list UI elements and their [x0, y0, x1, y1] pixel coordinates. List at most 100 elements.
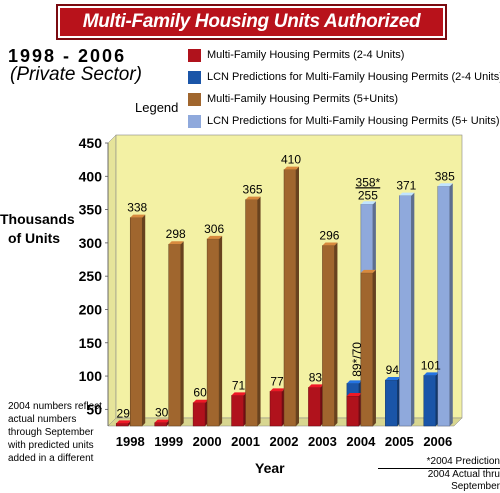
legend-swatch	[188, 48, 201, 62]
legend-item-permits-5plus: Multi-Family Housing Permits (5+Units)	[188, 88, 500, 110]
year-range: 1998 - 2006	[8, 46, 127, 66]
data-label-2-4: 89*/70	[350, 342, 364, 377]
data-label-2-4: 60	[193, 386, 207, 400]
legend-label: LCN Predictions for Multi-Family Housing…	[207, 115, 500, 127]
data-label-2-4: 29	[117, 406, 131, 420]
data-label-2-4: 71	[232, 378, 246, 392]
bar-5plus-actual-side	[296, 166, 299, 426]
x-tick-label: 2001	[231, 434, 260, 449]
bar-2-4-actual-top	[116, 420, 132, 424]
bar-2-4-actual	[346, 395, 360, 427]
bar-5plus-actual	[283, 169, 297, 427]
data-label-2-4: 77	[270, 374, 284, 388]
legend-label: Multi-Family Housing Permits (5+Units)	[207, 93, 399, 105]
bar-2-4-predicted-top	[346, 380, 362, 384]
y-tick-label: 50	[86, 401, 102, 417]
bar-2-4-actual-top	[231, 392, 247, 396]
sector-subtitle: (Private Sector)	[10, 64, 142, 85]
bar-5plus-actual-top	[360, 269, 376, 273]
x-tick-label: 2005	[385, 434, 414, 449]
x-tick-label: 2000	[193, 434, 222, 449]
y-tick-label: 450	[79, 135, 103, 151]
legend-swatch	[188, 92, 201, 106]
bar-5plus-predicted-top	[437, 183, 453, 187]
legend: Multi-Family Housing Permits (2-4 Units)…	[188, 44, 500, 132]
legend-item-permits-2-4: Multi-Family Housing Permits (2-4 Units)	[188, 44, 500, 66]
bar-5plus-actual-top	[322, 242, 338, 246]
bar-2-4-predicted	[423, 375, 437, 427]
legend-swatch	[188, 114, 201, 128]
plot-side-wall	[107, 134, 117, 427]
data-label-5plus: 385	[435, 169, 455, 183]
bar-5plus-actual-top	[168, 241, 184, 245]
data-label-5plus-predicted: 358*	[356, 175, 381, 189]
y-tick-label: 150	[79, 335, 103, 351]
y-tick-label: 200	[79, 301, 103, 317]
bar-5plus-actual	[245, 199, 258, 427]
bar-2-4-actual	[231, 395, 244, 427]
data-label-2-4: 101	[421, 358, 441, 372]
x-tick-label: 1998	[116, 434, 145, 449]
bar-5plus-actual-side	[142, 214, 146, 426]
data-label-5plus: 410	[281, 153, 301, 167]
legend-title: Legend	[135, 100, 179, 115]
bar-5plus-predicted-side	[449, 183, 453, 426]
data-label-5plus: 365	[243, 183, 263, 197]
x-tick-label: 2003	[308, 434, 337, 449]
bar-5plus-predicted-top	[360, 201, 376, 205]
data-label-5plus: 296	[319, 229, 339, 243]
x-axis-label: Year	[255, 460, 285, 476]
bar-2-4-actual-top	[346, 393, 362, 397]
y-tick-label: 100	[79, 368, 103, 384]
data-label-2-4: 83	[309, 370, 323, 384]
bar-2-4-actual	[269, 391, 283, 427]
legend-item-predictions-2-4: LCN Predictions for Multi-Family Housing…	[188, 66, 500, 88]
bar-2-4-actual	[308, 387, 321, 427]
bar-5plus-actual-side	[180, 241, 184, 426]
bar-2-4-predicted-top	[423, 372, 439, 376]
x-tick-label: 2002	[270, 434, 299, 449]
footnote-line-1: *2004 Prediction	[426, 456, 500, 467]
x-tick-label: 1999	[154, 434, 183, 449]
bar-5plus-predicted	[399, 195, 412, 427]
bar-5plus-actual-side	[257, 196, 261, 426]
bar-2-4-actual	[192, 402, 206, 427]
bar-5plus-predicted-side	[411, 192, 415, 426]
y-tick-label: 300	[79, 235, 103, 251]
legend-swatch	[188, 70, 201, 84]
bar-5plus-actual-side	[219, 235, 223, 426]
bar-5plus-actual-side	[372, 269, 376, 426]
bar-2-4-actual-top	[270, 388, 285, 392]
bar-5plus-predicted-top	[399, 192, 415, 196]
x-tick-label: 2004	[346, 434, 376, 449]
y-tick-label: 250	[79, 268, 103, 284]
bar-5plus-actual-top	[245, 196, 261, 200]
data-label-5plus-actual: 255	[358, 188, 378, 202]
y-tick-label: 350	[79, 202, 103, 218]
bar-5plus-actual-side	[334, 242, 338, 426]
note-2004: 2004 numbers reflect actual numbers thro…	[8, 401, 102, 464]
legend-item-predictions-5plus: LCN Predictions for Multi-Family Housing…	[188, 110, 500, 132]
data-label-2-4: 30	[155, 406, 169, 420]
legend-label: Multi-Family Housing Permits (2-4 Units)	[207, 49, 405, 61]
bar-2-4-predicted	[385, 379, 398, 427]
bar-2-4-predicted-top	[385, 377, 401, 381]
chart-title: Multi-Family Housing Units Authorized	[82, 11, 421, 32]
x-tick-label: 2006	[423, 434, 452, 449]
bar-2-4-actual-top	[193, 399, 209, 403]
bar-5plus-actual-top	[130, 214, 146, 218]
bar-2-4-actual-top	[308, 384, 324, 388]
bar-5plus-actual	[206, 238, 220, 427]
bar-5plus-actual	[322, 245, 335, 427]
data-label-5plus: 298	[166, 227, 186, 241]
data-label-5plus: 306	[204, 222, 224, 236]
y-axis-label: Thousands of Units	[0, 211, 75, 246]
bar-5plus-actual	[168, 243, 181, 427]
bar-5plus-actual-top	[284, 166, 299, 170]
data-label-5plus: 338	[127, 201, 147, 215]
bar-5plus-predicted	[437, 186, 451, 427]
title-banner: Multi-Family Housing Units Authorized	[58, 6, 445, 38]
data-label-5plus: 371	[396, 179, 416, 193]
bar-2-4-actual	[115, 423, 129, 427]
y-tick-label: 400	[79, 168, 103, 184]
